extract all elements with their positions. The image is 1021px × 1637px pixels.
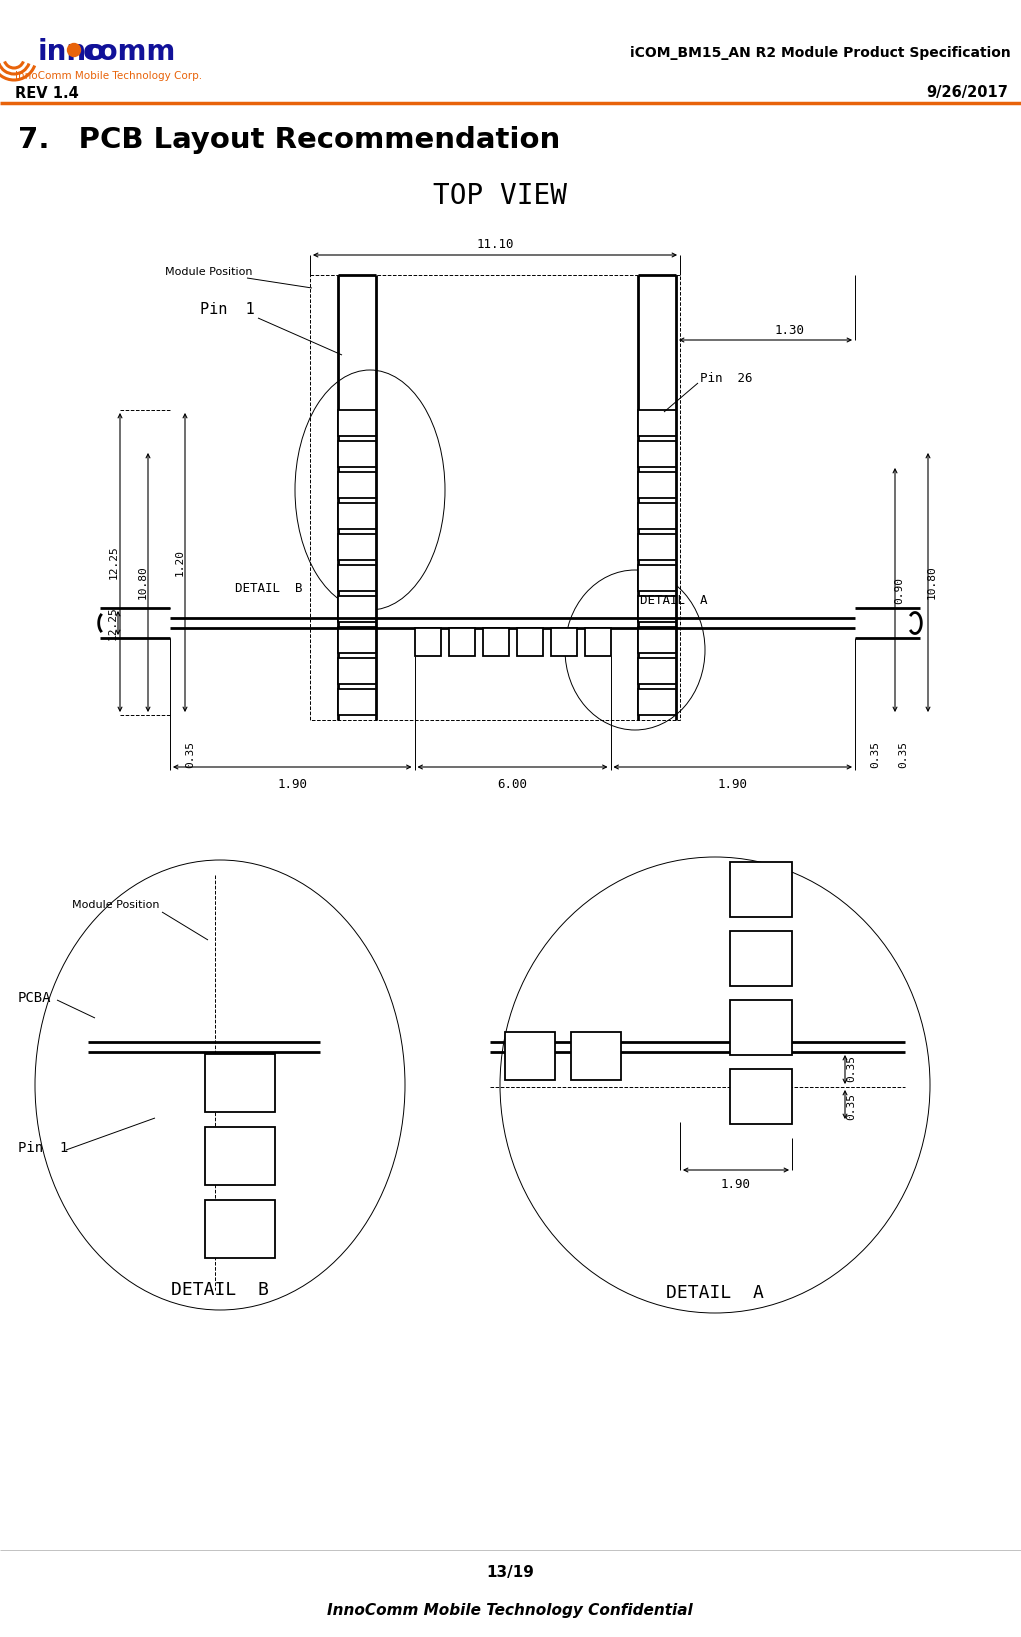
Bar [505, 1031, 555, 1080]
Bar [205, 1126, 275, 1185]
Bar [338, 627, 376, 653]
Bar [638, 471, 676, 498]
Text: TOP VIEW: TOP VIEW [433, 182, 567, 210]
Bar [338, 503, 376, 529]
Text: 0.35: 0.35 [846, 1094, 856, 1120]
Text: InnoComm Mobile Technology Corp.: InnoComm Mobile Technology Corp. [15, 70, 202, 80]
Text: 0.35: 0.35 [898, 742, 908, 768]
Text: InnoComm Mobile Technology Confidential: InnoComm Mobile Technology Confidential [327, 1603, 693, 1617]
Bar [338, 534, 376, 560]
Circle shape [67, 44, 81, 57]
Bar [638, 658, 676, 684]
Bar [550, 629, 577, 656]
Text: 6.00: 6.00 [497, 778, 528, 791]
Text: Pin  1: Pin 1 [200, 303, 255, 318]
Bar [338, 596, 376, 622]
Text: Pin  26: Pin 26 [700, 372, 752, 385]
Bar [448, 629, 475, 656]
Text: 7. PCB Layout Recommendation: 7. PCB Layout Recommendation [18, 126, 561, 154]
Bar [338, 565, 376, 591]
Text: comm: comm [83, 38, 177, 65]
Text: 9/26/2017: 9/26/2017 [926, 85, 1008, 100]
Text: 0.90: 0.90 [894, 576, 904, 604]
Bar [638, 565, 676, 591]
Bar [338, 689, 376, 715]
Text: Module Position: Module Position [165, 267, 252, 277]
Text: Pin  1: Pin 1 [18, 1141, 68, 1156]
Bar [584, 629, 611, 656]
Bar [730, 1000, 792, 1054]
Bar [338, 471, 376, 498]
Text: 0.35: 0.35 [185, 742, 195, 768]
Bar [730, 931, 792, 985]
Bar [638, 440, 676, 467]
Text: iCOM_BM15_AN R2 Module Product Specification: iCOM_BM15_AN R2 Module Product Specifica… [630, 46, 1011, 61]
Text: 11.10: 11.10 [476, 239, 514, 252]
Bar [638, 534, 676, 560]
Bar [338, 658, 376, 684]
Bar [638, 503, 676, 529]
Bar [338, 409, 376, 435]
Text: 0.35: 0.35 [846, 1056, 856, 1082]
Bar [205, 1054, 275, 1112]
Bar [571, 1031, 621, 1080]
Text: 13/19: 13/19 [486, 1565, 534, 1580]
Bar [415, 629, 440, 656]
Text: 10.80: 10.80 [138, 566, 148, 599]
Bar [638, 409, 676, 435]
Bar [638, 627, 676, 653]
Text: 12.25: 12.25 [108, 606, 118, 640]
Bar [730, 863, 792, 917]
Text: 1.90: 1.90 [718, 778, 747, 791]
Bar [483, 629, 508, 656]
Text: 1.30: 1.30 [775, 324, 805, 337]
Text: DETAIL  B: DETAIL B [172, 1282, 269, 1300]
Text: REV 1.4: REV 1.4 [15, 85, 79, 100]
Text: DETAIL  A: DETAIL A [640, 594, 708, 606]
Bar [730, 1069, 792, 1125]
Text: 1.20: 1.20 [175, 548, 185, 576]
Text: 1.90: 1.90 [721, 1177, 751, 1190]
Bar [517, 629, 542, 656]
Bar [205, 1200, 275, 1257]
Text: 1.90: 1.90 [278, 778, 307, 791]
Text: 0.35: 0.35 [870, 742, 880, 768]
Text: 10.80: 10.80 [927, 566, 937, 599]
Text: Module Position: Module Position [72, 900, 159, 910]
Bar [310, 275, 680, 720]
Text: DETAIL  B: DETAIL B [235, 581, 302, 594]
Bar [638, 689, 676, 715]
Text: DETAIL  A: DETAIL A [666, 1283, 764, 1301]
Bar [638, 596, 676, 622]
Text: inno: inno [38, 38, 106, 65]
Text: 12.25: 12.25 [109, 545, 119, 579]
Text: PCBA: PCBA [18, 990, 51, 1005]
Bar [338, 440, 376, 467]
